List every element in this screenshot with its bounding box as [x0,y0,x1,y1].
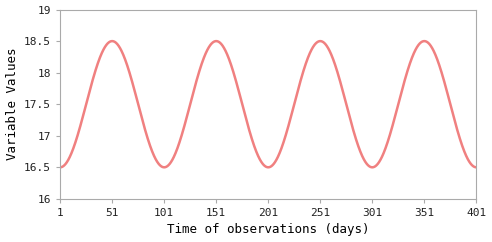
X-axis label: Time of observations (days): Time of observations (days) [167,223,369,236]
Y-axis label: Variable Values: Variable Values [5,48,19,160]
